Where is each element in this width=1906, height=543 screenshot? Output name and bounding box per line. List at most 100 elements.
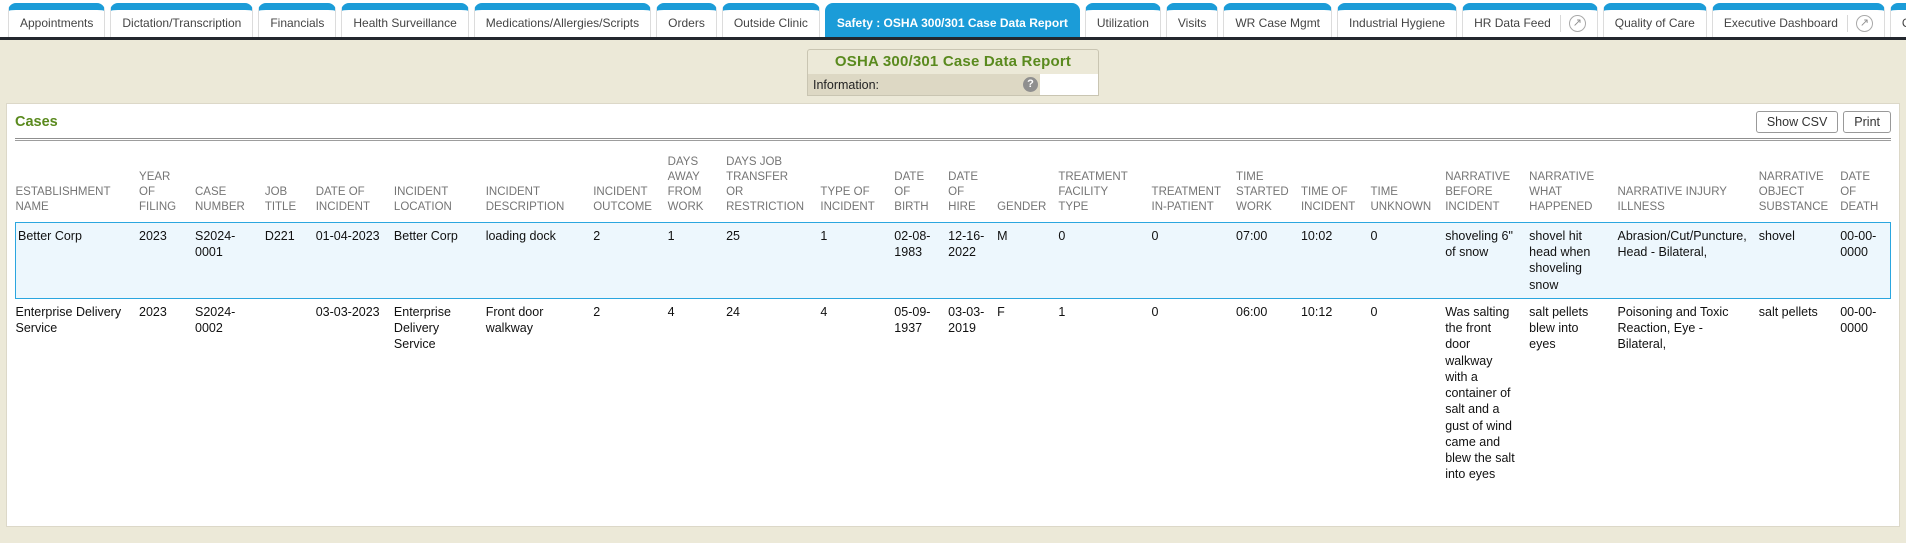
column-header: DATE OF INCIDENT: [315, 185, 370, 213]
column-header: TIME OF INCIDENT: [1300, 185, 1356, 213]
table-cell: 06:00: [1236, 304, 1268, 319]
tab-safety-osha-300-301-case-data-report[interactable]: Safety : OSHA 300/301 Case Data Report: [824, 3, 1080, 37]
table-cell: S2024-0002: [195, 304, 236, 335]
tab-label: Medications/Allergies/Scripts: [485, 16, 640, 30]
page-background: OSHA 300/301 Case Data Report Informatio…: [0, 40, 1906, 543]
table-cell: 2023: [139, 304, 167, 319]
tab-label: Industrial Hygiene: [1349, 16, 1446, 30]
column-header: CASE NUMBER: [195, 185, 245, 213]
column-header: TREATMENT FACILITY TYPE: [1058, 170, 1128, 213]
table-cell: 2023: [139, 221, 195, 299]
table-cell: Abrasion/Cut/Puncture, Head - Bilateral,: [1617, 221, 1759, 299]
table-cell: 1: [667, 221, 727, 299]
column-header: YEAR OF FILING: [139, 170, 177, 213]
table-cell: Enterprise Delivery Service: [393, 304, 451, 352]
tab-financials[interactable]: Financials: [258, 3, 337, 37]
tab-bar: Appointments Dictation/Transcription Finan…: [0, 0, 1906, 37]
tab-label: Executive Dashboard: [1723, 16, 1838, 30]
information-label: Information:: [813, 77, 880, 92]
table-cell: 4: [667, 304, 675, 319]
tab-label: Outside Clinic: [733, 16, 808, 30]
tab-hr-data-feed[interactable]: HR Data Feed ↗: [1462, 3, 1598, 37]
column-header: DAYS JOB TRANSFER OR RESTRICTION: [726, 156, 805, 213]
table-row[interactable]: Better Corp 2023 S2024-0001 D221 01-04-2023 B…: [15, 221, 1892, 299]
information-field[interactable]: [1040, 74, 1098, 95]
table-cell: 00-00-0000: [1840, 221, 1892, 299]
table-cell: loading dock: [485, 221, 594, 299]
table-cell: [265, 298, 316, 487]
page-title: OSHA 300/301 Case Data Report: [834, 53, 1072, 70]
column-header: DATE OF HIRE: [948, 170, 978, 213]
tab-label: Financials: [270, 16, 325, 30]
tab-appointments[interactable]: Appointments: [8, 3, 106, 37]
table-cell: 03-03-2023: [315, 304, 380, 319]
tab-bar-divider: [0, 37, 1906, 40]
tab-label: Quality of Care: [1614, 16, 1695, 30]
table-cell: 1: [1058, 304, 1066, 319]
cases-section-divider: [15, 138, 1891, 141]
table-cell: 0: [1370, 221, 1446, 299]
tab-visits[interactable]: Visits: [1165, 3, 1219, 37]
table-cell: salt pellets blew into eyes: [1529, 304, 1589, 352]
column-header: JOB TITLE: [264, 185, 297, 213]
table-cell: 0: [1370, 304, 1378, 319]
table-cell: Better Corp: [393, 221, 486, 299]
table-header-row: ESTABLISHMENT NAME YEAR OF FILING CASE NUM…: [16, 141, 1891, 222]
table-cell: shovel hit head when shoveling snow: [1529, 221, 1618, 299]
table-row[interactable]: Enterprise Delivery Service 2023 S2024-000…: [16, 298, 1891, 487]
tab-dictation-transcription[interactable]: Dictation/Transcription: [110, 3, 254, 37]
tab-wr-case-mgmt[interactable]: WR Case Mgmt: [1223, 3, 1333, 37]
tab-label: Safety : OSHA 300/301 Case Data Report: [836, 16, 1068, 30]
report-header-zone: OSHA 300/301 Case Data Report Informatio…: [0, 40, 1906, 103]
column-header: DATE OF BIRTH: [894, 170, 929, 213]
table-cell: 4: [820, 304, 828, 319]
tab-label: C: [1902, 16, 1906, 30]
tab-medications-allergies-scripts[interactable]: Medications/Allergies/Scripts: [473, 3, 652, 37]
table-cell: 07:00: [1236, 221, 1301, 299]
column-header: ESTABLISHMENT NAME: [15, 185, 111, 213]
table-cell: Front door walkway: [485, 304, 544, 335]
information-row: Information: ?: [808, 74, 1098, 95]
table-cell: 1: [820, 221, 895, 299]
table-cell: 10:12: [1300, 304, 1333, 319]
column-header: NARRATIVE WHAT HAPPENED: [1529, 170, 1595, 213]
column-header: NARRATIVE OBJECT SUBSTANCE: [1758, 170, 1829, 213]
column-header: INCIDENT DESCRIPTION: [485, 185, 565, 213]
report-title-panel: OSHA 300/301 Case Data Report Informatio…: [807, 49, 1099, 96]
table-cell: M: [997, 221, 1059, 299]
tab-label: Orders: [668, 16, 705, 30]
column-header: NARRATIVE INJURY ILLNESS: [1617, 185, 1727, 213]
table-cell: 2: [593, 221, 668, 299]
open-external-icon[interactable]: ↗: [1855, 14, 1873, 32]
show-csv-button[interactable]: Show CSV: [1755, 111, 1839, 133]
tab-outside-clinic[interactable]: Outside Clinic: [721, 3, 820, 37]
table-cell: 24: [726, 304, 740, 319]
table-cell: 0: [1151, 221, 1237, 299]
tab-label: Utilization: [1096, 16, 1149, 30]
column-header: INCIDENT LOCATION: [393, 185, 452, 213]
tab-c[interactable]: C: [1889, 3, 1906, 37]
tab-label: Visits: [1177, 16, 1207, 30]
table-cell: 00-00-0000: [1840, 304, 1877, 335]
table-cell: 0: [1058, 221, 1152, 299]
tab-orders[interactable]: Orders: [656, 3, 717, 37]
table-cell: 2: [593, 304, 601, 319]
tab-utilization[interactable]: Utilization: [1084, 3, 1161, 37]
print-button[interactable]: Print: [1843, 111, 1891, 133]
help-question-icon[interactable]: ?: [1023, 77, 1038, 92]
tab-quality-of-care[interactable]: Quality of Care: [1602, 3, 1707, 37]
column-header: TYPE OF INCIDENT: [820, 185, 875, 213]
tab-industrial-hygiene[interactable]: Industrial Hygiene: [1337, 3, 1458, 37]
table-cell: 0: [1151, 304, 1159, 319]
column-header: GENDER: [997, 200, 1047, 213]
table-cell: shoveling 6" of snow: [1445, 221, 1530, 299]
tab-executive-dashboard[interactable]: Executive Dashboard ↗: [1711, 3, 1885, 37]
table-cell: D221: [264, 221, 316, 299]
table-cell: F: [997, 304, 1005, 319]
open-external-icon[interactable]: ↗: [1568, 14, 1586, 32]
column-header: INCIDENT OUTCOME: [593, 185, 652, 213]
table-cell: S2024-0001: [195, 221, 265, 299]
column-header: DAYS AWAY FROM WORK: [667, 156, 704, 213]
table-cell: 10:02: [1300, 221, 1371, 299]
tab-health-surveillance[interactable]: Health Surveillance: [341, 3, 469, 37]
